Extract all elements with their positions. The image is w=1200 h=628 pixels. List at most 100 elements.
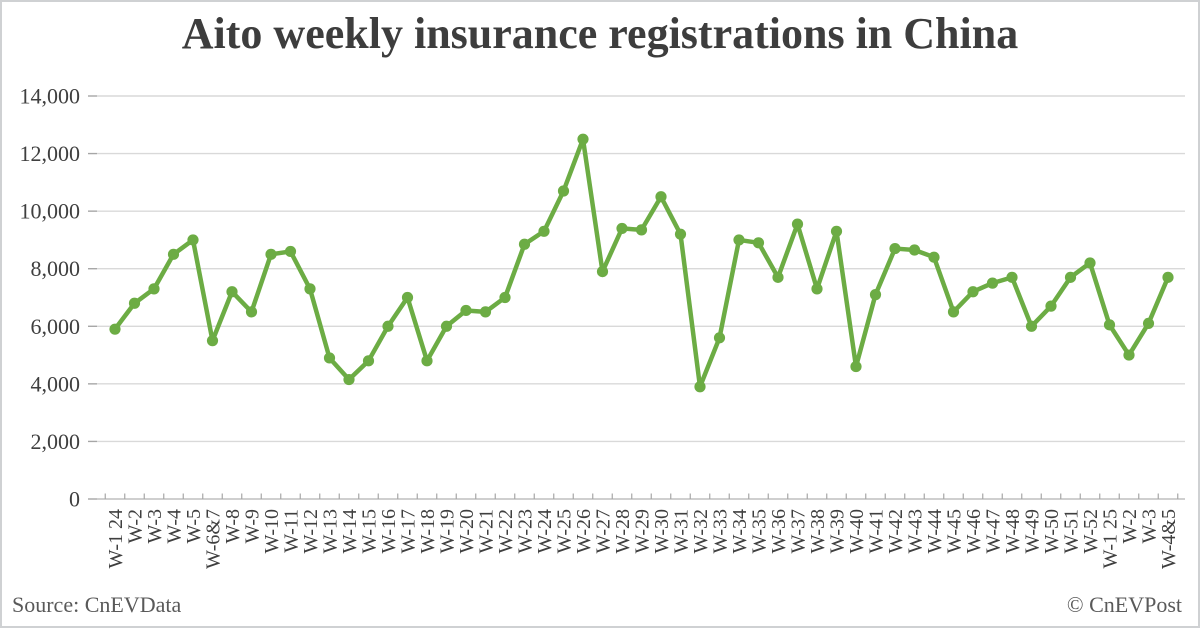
x-tick-label: W-21 [476,509,498,553]
y-tick-label: 0 [69,487,80,512]
x-tick-label: W-47 [983,509,1005,553]
x-tick-label: W-1 25 [1100,509,1122,568]
series-line [112,136,1171,389]
x-tick-label: W-8 [222,509,244,543]
x-tick-label: W-29 [632,509,654,553]
x-tick-label: W-51 [1061,509,1083,553]
x-tick-label: W-10 [261,509,283,553]
data-point [928,251,940,263]
x-tick-label: W-37 [788,509,810,553]
data-point [694,381,706,393]
x-tick-label: W-27 [593,509,615,553]
x-tick-label: W-45 [944,509,966,553]
data-point [538,225,550,237]
data-point [752,237,765,249]
data-point [440,320,453,332]
x-tick-label: W-52 [1080,509,1102,553]
data-point [323,352,336,364]
data-point [674,228,687,240]
data-point [1025,320,1038,332]
data-point [1006,271,1018,283]
data-point [986,277,999,289]
data-point [1103,319,1116,331]
x-axis-labels: W-1 24W-2W-3W-4W-5W-6&7W-8W-9W-10W-11W-1… [105,509,1180,569]
x-tick-label: W-40 [846,509,868,553]
x-tick-label: W-28 [612,509,634,553]
y-axis-labels: 0 2,000 4,000 6,000 8,000 10,000 12,000 14,000 [20,84,81,512]
x-tick-label: W-4&5 [1158,509,1180,569]
x-tick-label: W-15 [359,509,381,553]
x-tick-label: W-38 [807,509,829,553]
data-point [343,373,355,386]
x-tick-label: W-33 [710,509,732,553]
x-tick-label: W-12 [300,509,322,553]
data-point [109,323,121,335]
y-tick-label: 6,000 [31,314,81,339]
x-tick-label: W-43 [905,509,927,553]
x-tick-label: W-17 [398,509,420,553]
x-tick-label: W-11 [281,509,303,553]
x-tick-label: W-30 [651,509,673,553]
data-point [635,224,648,236]
data-point [713,332,726,344]
x-tick-label: W-4 [164,509,186,543]
x-tick-label: W-6&7 [203,509,225,569]
data-point [947,306,960,318]
y-tick-label: 4,000 [31,371,81,396]
data-point [967,286,979,298]
data-point [1045,300,1057,312]
data-point [616,222,628,235]
data-point [557,185,570,197]
data-point [421,355,433,367]
chart-title: Aito weekly insurance registrations in C… [181,9,1019,58]
data-point [265,248,277,260]
x-tick-label: W-42 [885,509,907,553]
data-point [148,283,160,295]
data-point [830,225,843,237]
y-axis-ticks [88,95,97,500]
x-tick-label: W-16 [378,509,400,553]
x-tick-label: W-41 [866,509,888,553]
x-tick-label: W-44 [924,509,946,553]
data-point [889,242,901,255]
x-tick-label: W-20 [456,509,478,553]
data-point [304,283,316,295]
data-point [772,271,784,283]
data-point [499,291,511,304]
x-tick-label: W-18 [417,509,439,553]
data-point [908,244,921,256]
y-tick-label: 8,000 [31,256,81,281]
x-tick-label: W-5 [183,509,205,543]
data-point [226,286,238,298]
copyright-label: © CnEVPost [1066,592,1182,617]
data-point [596,265,609,278]
x-tick-label: W-14 [339,509,361,553]
data-point [128,297,141,309]
data-point [733,234,745,246]
x-tick-label: W-3 [1139,509,1161,543]
data-point [187,234,199,246]
data-point [167,248,180,260]
x-tick-label: W-46 [963,509,985,553]
x-axis-ticks [104,493,1179,499]
x-tick-label: W-25 [554,509,576,553]
data-point [401,291,414,304]
data-point [1162,271,1174,283]
data-point [1084,257,1096,269]
x-tick-label: W-48 [1002,509,1024,553]
source-label: Source: CnEVData [12,592,182,617]
x-tick-label: W-32 [690,509,712,553]
data-point [479,306,492,318]
x-tick-label: W-3 [144,509,166,543]
x-tick-label: W-26 [573,509,595,553]
data-point [850,360,862,373]
x-tick-label: W-19 [437,509,459,553]
x-tick-label: W-39 [827,509,849,553]
data-point [206,335,219,347]
data-point [577,133,589,145]
x-tick-label: W-1 24 [105,509,127,568]
data-point [1123,349,1135,361]
data-point [1142,317,1155,330]
x-tick-label: W-49 [1022,509,1044,553]
data-point [245,306,258,318]
